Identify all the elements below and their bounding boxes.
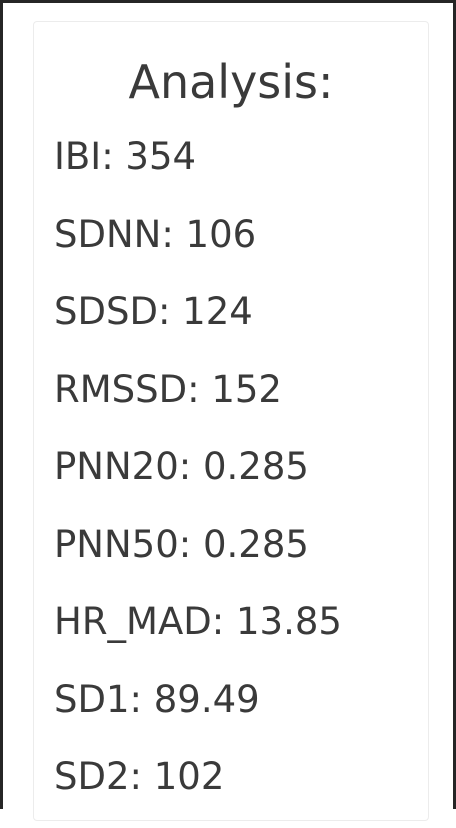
analysis-title: Analysis:: [128, 55, 334, 109]
metric-sd2: SD2: 102: [54, 755, 225, 798]
metric-rmssd: RMSSD: 152: [54, 367, 282, 411]
metric-pnn50: PNN50: 0.285: [54, 522, 309, 566]
metric-sdsd: SDSD: 124: [54, 290, 253, 333]
metric-sd1: SD1: 89.49: [54, 677, 260, 721]
metric-hr-mad: HR_MAD: 13.85: [54, 600, 342, 643]
metric-pnn20: PNN20: 0.285: [54, 445, 309, 488]
metric-ibi: IBI: 354: [54, 135, 197, 178]
analysis-card: [33, 21, 429, 821]
metric-sdnn: SDNN: 106: [54, 212, 257, 256]
metrics-list: IBI: 354 SDNN: 106 SDSD: 124 RMSSD: 152 …: [54, 130, 342, 828]
